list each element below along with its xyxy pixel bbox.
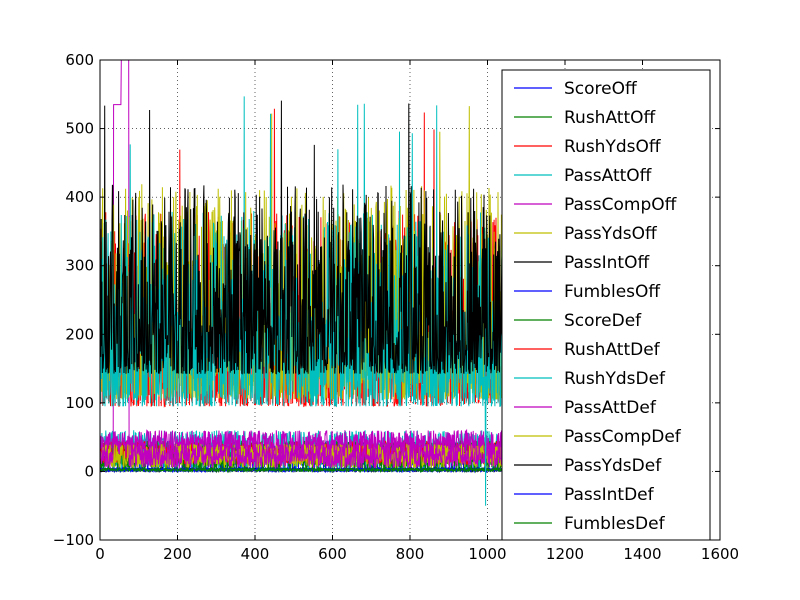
legend-label: PassYdsOff	[564, 224, 658, 244]
x-tick-label: 1200	[546, 545, 584, 563]
legend-label: PassIntOff	[564, 253, 650, 273]
legend-label: PassCompDef	[564, 427, 682, 447]
x-tick-label: 400	[241, 545, 270, 563]
series-layer	[100, 60, 505, 506]
legend-label: ScoreOff	[564, 79, 638, 99]
legend-label: PassAttOff	[564, 166, 653, 186]
legend-label: ScoreDef	[564, 311, 642, 331]
y-tick-label: 200	[65, 325, 94, 343]
y-tick-label: 500	[65, 120, 94, 138]
legend-label: FumblesDef	[564, 514, 666, 534]
series-line-passydsdef	[100, 100, 505, 376]
y-tick-label: 400	[65, 188, 94, 206]
x-tick-label: 200	[163, 545, 192, 563]
series-line-passcompoff	[100, 60, 505, 470]
x-tick-label: 1000	[468, 545, 506, 563]
legend-label: PassCompOff	[564, 195, 678, 215]
series-line-rushydsdef	[100, 96, 505, 506]
legend-label: RushAttDef	[564, 340, 661, 360]
x-tick-label: 0	[95, 545, 105, 563]
series-line-passattdef	[100, 428, 505, 459]
legend-label: RushYdsDef	[564, 369, 666, 389]
axis-ticks: 0 200 400 600 800 1000 1200 1400 1600−1000100200…	[53, 51, 739, 563]
legend-label: PassYdsDef	[564, 456, 662, 476]
y-tick-label: 600	[65, 51, 94, 69]
y-tick-label: 0	[84, 462, 94, 480]
x-tick-label: 1600	[701, 545, 739, 563]
legend-label: RushAttOff	[564, 108, 656, 128]
x-tick-label: 800	[396, 545, 425, 563]
y-tick-label: 300	[65, 257, 94, 275]
x-tick-label: 1400	[623, 545, 661, 563]
legend-box	[501, 69, 711, 541]
legend: ScoreOff RushAttOff RushYdsOff PassAttOff Pa…	[501, 69, 711, 541]
legend-label: PassIntDef	[564, 485, 655, 505]
legend-label: RushYdsOff	[564, 137, 662, 157]
x-tick-label: 600	[318, 545, 347, 563]
legend-label: PassAttDef	[564, 398, 657, 418]
y-tick-label: 100	[65, 394, 94, 412]
legend-label: FumblesOff	[564, 282, 661, 302]
series-line-fumblesdef	[100, 466, 505, 474]
y-tick-label: −100	[53, 531, 94, 549]
